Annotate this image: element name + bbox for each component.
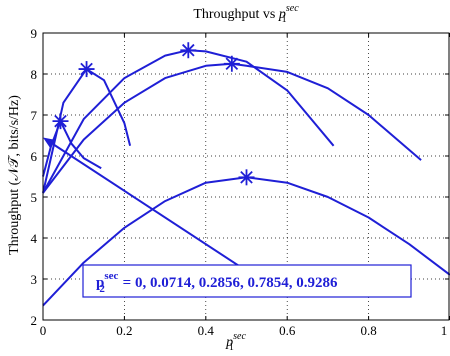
x-tick-label: 0.2 bbox=[116, 323, 132, 338]
y-axis-label: Throughput (𝒩𝒯, bits/s/Hz) bbox=[7, 95, 22, 255]
y-tick-label: 2 bbox=[31, 313, 38, 328]
x-tick-label: 0.8 bbox=[360, 323, 376, 338]
x-axis-label: psec 1 bbox=[225, 331, 246, 353]
annotation-box bbox=[82, 264, 412, 298]
star-marker-3 bbox=[180, 42, 197, 59]
chart-title-sup: sec bbox=[286, 3, 299, 14]
annotation-arrow-line bbox=[52, 143, 248, 272]
annotation-text: psec 2 = 0, 0.0714, 0.2856, 0.7854, 0.928… bbox=[96, 270, 338, 295]
chart-title-text: Throughput vs bbox=[193, 7, 279, 22]
y-tick-label: 6 bbox=[31, 149, 38, 164]
x-tick-label: 0.4 bbox=[198, 323, 215, 338]
ticks bbox=[42, 32, 450, 321]
star-marker-1 bbox=[52, 113, 69, 130]
y-tick-label: 3 bbox=[31, 272, 38, 287]
y-tick-label: 9 bbox=[31, 26, 38, 41]
annotation-values: = 0, 0.0714, 0.2856, 0.7854, 0.9286 bbox=[119, 275, 338, 291]
annotation: psec 2 = 0, 0.0714, 0.2856, 0.7854, 0.928… bbox=[43, 137, 412, 298]
annotation-arrow-head bbox=[43, 137, 56, 149]
x-tick-label: 0.6 bbox=[279, 323, 296, 338]
chart-title-sub: 1 bbox=[282, 14, 287, 25]
chart-title: Throughput vs psec 1 bbox=[193, 3, 299, 25]
y-tick-label: 4 bbox=[31, 231, 38, 246]
y-tick-label: 8 bbox=[31, 67, 38, 82]
series-line-1 bbox=[42, 120, 102, 177]
marker-group bbox=[52, 42, 255, 186]
star-marker-4 bbox=[223, 55, 240, 72]
star-marker-2 bbox=[78, 61, 95, 78]
x-tick-label: 1 bbox=[441, 323, 448, 338]
chart-title-var: p bbox=[278, 7, 286, 22]
y-tick-label: 5 bbox=[31, 190, 38, 205]
x-axis-label-var: p bbox=[225, 335, 233, 350]
annotation-sup: sec bbox=[104, 270, 118, 282]
star-marker-5 bbox=[238, 169, 255, 186]
x-tick-label: 0 bbox=[40, 323, 47, 338]
annotation-sub: 2 bbox=[99, 283, 105, 295]
plot-frame bbox=[42, 32, 450, 321]
annotation-var: p bbox=[96, 275, 104, 291]
y-tick-label: 7 bbox=[31, 108, 38, 123]
tick-labels: 0 0.2 0.4 0.6 0.8 1 2 3 4 5 6 7 8 9 bbox=[31, 26, 448, 338]
x-axis-label-sub: 1 bbox=[229, 342, 234, 353]
x-axis-label-sup: sec bbox=[233, 331, 246, 342]
